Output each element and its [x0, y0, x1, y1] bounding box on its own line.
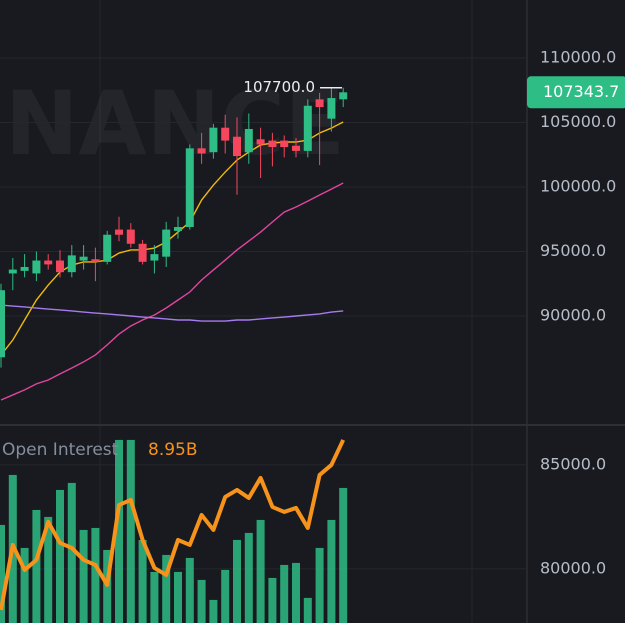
candle-body — [150, 254, 159, 261]
ma-line — [0, 182, 344, 401]
volume-bar — [0, 524, 5, 623]
candle-body — [44, 260, 53, 265]
candle-body — [174, 227, 182, 231]
ma-line — [0, 304, 344, 322]
candle-body — [339, 92, 348, 100]
volume-bar — [209, 599, 218, 623]
candle-body — [315, 99, 324, 108]
volume-bar — [197, 579, 206, 623]
candle-body — [327, 98, 336, 119]
candle-body — [185, 148, 194, 228]
volume-bar — [221, 569, 230, 623]
candle-body — [197, 148, 206, 154]
y-tick-label: 100000.0 — [540, 177, 616, 196]
y-tick-label: 80000.0 — [540, 558, 606, 577]
volume-bar — [79, 529, 88, 623]
candle-body — [103, 234, 112, 262]
volume-bar — [150, 571, 159, 623]
volume-bar — [185, 557, 194, 623]
candle-body — [162, 229, 171, 257]
candle-body — [268, 140, 277, 148]
volume-bar — [162, 554, 171, 623]
candle-body — [56, 260, 64, 273]
open-interest-line — [0, 439, 346, 611]
volume-bar — [32, 509, 41, 623]
last-price-label: 107343.7 — [543, 82, 619, 101]
volume-bar — [67, 482, 76, 623]
volume-bar — [56, 489, 64, 623]
current-value: 8.95B — [148, 440, 198, 460]
volume-bar — [339, 487, 348, 623]
volume-bar — [280, 564, 289, 623]
y-tick-label: 90000.0 — [540, 306, 606, 325]
candle-body — [20, 266, 29, 271]
candle-body — [292, 145, 300, 151]
high-annotation: 107700.0 — [243, 78, 315, 96]
volume-bar — [174, 571, 182, 623]
volume-bar — [91, 527, 100, 623]
watermark: BINANCE — [0, 72, 345, 175]
volume-bar — [315, 547, 324, 623]
y-tick-label: 110000.0 — [540, 48, 616, 67]
volume-bar — [244, 532, 253, 623]
candle-body — [79, 256, 88, 261]
volume-bar — [126, 439, 135, 623]
candle-body — [221, 127, 230, 141]
candle-body — [280, 140, 289, 148]
candle-body — [115, 229, 123, 235]
pane-title: Open Interest — [2, 440, 119, 460]
volume-bar — [233, 539, 241, 623]
volume-bar — [268, 577, 277, 623]
candle-body — [233, 136, 241, 157]
candle-body — [126, 229, 135, 244]
candle-body — [244, 128, 253, 153]
y-tick-label: 105000.0 — [540, 112, 616, 131]
volume-bar — [20, 547, 29, 623]
candle-body — [138, 243, 147, 262]
volume-bar — [44, 516, 53, 623]
candle-body — [303, 105, 312, 151]
volume-bar — [327, 519, 336, 623]
y-tick-label: 95000.0 — [540, 241, 606, 260]
volume-bar — [303, 597, 312, 623]
candle-body — [67, 255, 76, 273]
candle-body — [32, 260, 41, 274]
candle-body — [0, 290, 5, 358]
volume-bar — [115, 439, 123, 623]
volume-bar — [292, 562, 300, 623]
candle-body — [91, 259, 100, 262]
volume-bar — [138, 539, 147, 623]
candle-body — [256, 139, 265, 145]
last-price-tag — [527, 76, 625, 109]
candle-body — [209, 127, 218, 153]
y-tick-label: 85000.0 — [540, 454, 606, 473]
volume-bar — [256, 519, 265, 623]
candle-body — [8, 269, 17, 274]
